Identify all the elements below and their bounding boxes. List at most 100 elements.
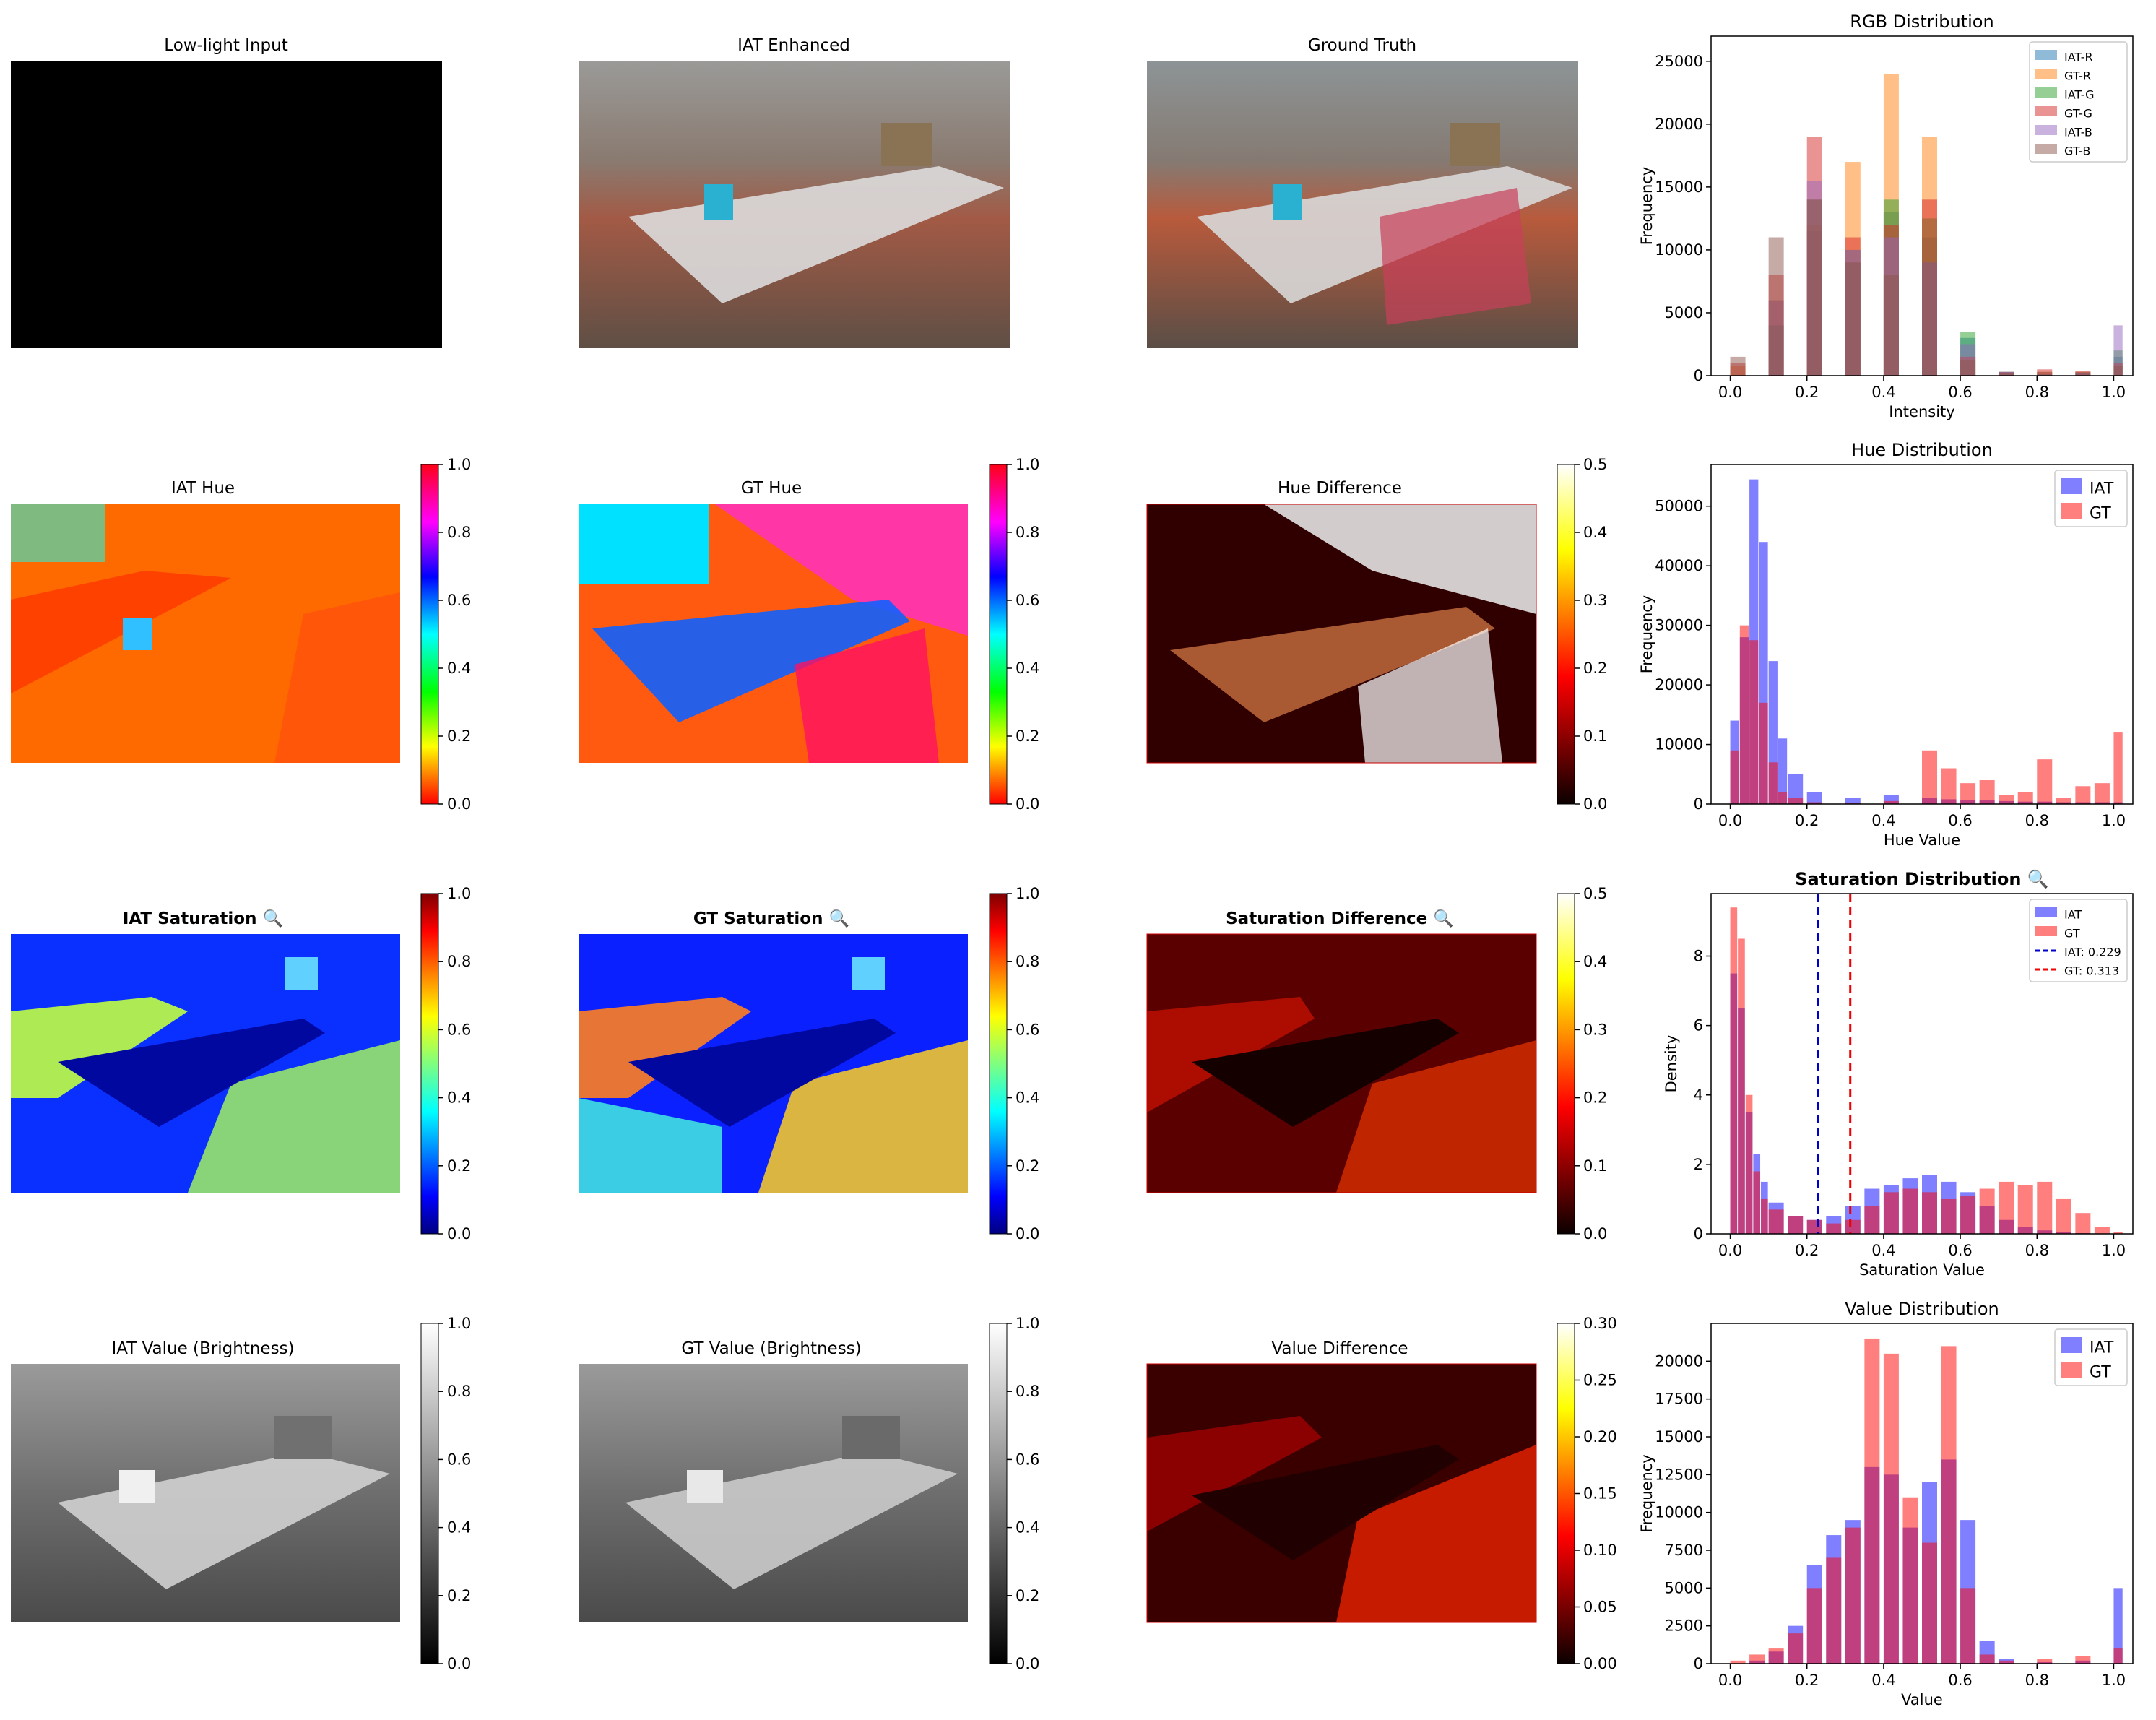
- legend-swatch: [2035, 106, 2057, 116]
- histogram-bar: [1768, 762, 1778, 804]
- colorbar-tick-label: 0.0: [1016, 1655, 1039, 1672]
- sat-diff-colorbar: [1557, 893, 1575, 1235]
- legend-swatch: [2061, 1337, 2082, 1353]
- plot-frame: [1710, 1323, 2134, 1664]
- histogram-bar: [2113, 1648, 2123, 1664]
- histogram-bar: [1739, 625, 1749, 804]
- legend-label: IAT: [2090, 480, 2114, 498]
- colorbar-tick-label: 0.1: [1583, 727, 1607, 745]
- colorbar-tick-label: 0.4: [1016, 1089, 1039, 1107]
- colorbar-tick-label: 0.6: [447, 1021, 471, 1038]
- colorbar-tick-label: 0.8: [1016, 1383, 1039, 1400]
- histogram-bar: [1761, 1198, 1768, 1234]
- legend-swatch: [2035, 87, 2057, 98]
- histogram-bar: [1845, 262, 1861, 376]
- colorbar-tick-label: 0.4: [447, 1089, 471, 1107]
- colorbar-tick-label: 0.5: [1583, 885, 1607, 902]
- histogram-bar: [1999, 1660, 2014, 1664]
- colorbar-tick-label: 0.8: [1016, 953, 1039, 970]
- histogram-bar: [1902, 1188, 1918, 1234]
- histogram-bar: [1788, 1633, 1804, 1664]
- colorbar-tick-label: 0.1: [1583, 1157, 1607, 1175]
- histogram-bar: [1960, 360, 1976, 376]
- y-tick-label: 5000: [1665, 1579, 1703, 1596]
- histogram-bar: [1759, 702, 1768, 804]
- gt-hue-image: [579, 504, 968, 763]
- sat-colorbar-1: [420, 893, 439, 1235]
- colorbar-tick-label: 0.0: [447, 1225, 471, 1243]
- histogram-bar: [1788, 774, 1804, 804]
- histogram-bar: [2056, 1198, 2071, 1234]
- colorbar-tick-label: 0.2: [1583, 660, 1607, 677]
- histogram-bar: [1778, 738, 1788, 804]
- histogram-bar: [1753, 1171, 1761, 1234]
- colorbar-tick-label: 1.0: [447, 885, 471, 902]
- plot-frame: [1710, 464, 2134, 805]
- histogram-bar: [1806, 792, 1822, 804]
- y-tick-label: 7500: [1665, 1542, 1703, 1559]
- legend-swatch: [2035, 50, 2057, 60]
- histogram-bar: [1922, 750, 1937, 804]
- colorbar-tick-label: 0.2: [447, 1587, 471, 1604]
- histogram-bar: [1778, 792, 1788, 804]
- y-tick-label: 2500: [1665, 1617, 1703, 1635]
- colorbar-tick-label: 0.6: [447, 1451, 471, 1468]
- x-tick-label: 0.6: [1948, 1242, 1972, 1259]
- y-tick-label: 8: [1694, 948, 1703, 965]
- sat-colorbar-2: [989, 893, 1008, 1235]
- histogram-bar: [1883, 1192, 1899, 1234]
- iat-hue-title: IAT Hue: [171, 479, 235, 498]
- iat-value-image: [11, 1364, 400, 1622]
- colorbar-tick-label: 0.8: [447, 524, 471, 541]
- colorbar-tick-label: 0.0: [447, 795, 471, 813]
- y-tick-label: 2: [1694, 1156, 1703, 1173]
- y-axis-label: Frequency: [1638, 167, 1655, 246]
- histogram-bar: [1806, 1588, 1822, 1664]
- colorbar-tick-label: 0.0: [1016, 1225, 1039, 1243]
- y-tick-label: 12500: [1655, 1466, 1703, 1483]
- histogram-bar: [1806, 802, 1822, 804]
- histogram-bar: [1979, 1188, 1995, 1234]
- x-tick-label: 0.8: [2025, 812, 2049, 829]
- histogram-bar: [2113, 1588, 2123, 1664]
- y-tick-label: 17500: [1655, 1391, 1703, 1408]
- colorbar-tick-label: 0.2: [1016, 727, 1039, 745]
- x-tick-label: 0.6: [1948, 384, 1972, 401]
- legend-swatch: [2035, 144, 2057, 154]
- input-image: [11, 61, 442, 348]
- colorbar-tick-label: 0.0: [1583, 1225, 1607, 1243]
- iat-hue-image: [11, 504, 400, 763]
- histogram-bar: [2056, 798, 2071, 804]
- colorbar-ticks: 0.00.20.40.60.81.00.00.20.40.60.81.00.00…: [438, 456, 1617, 1672]
- histogram-bar: [1864, 1338, 1880, 1664]
- histogram-bar: [2075, 371, 2091, 376]
- histogram-bar: [1788, 1216, 1804, 1234]
- colorbar-tick-label: 0.0: [1583, 795, 1607, 813]
- colorbar-tick-label: 0.00: [1583, 1655, 1617, 1672]
- histogram-bar: [2075, 786, 2091, 804]
- x-tick-label: 0.8: [2025, 1242, 2049, 1259]
- histogram-bar: [1845, 1527, 1861, 1664]
- ground-truth-image: [1147, 61, 1578, 348]
- x-axis-label: Value: [1901, 1691, 1943, 1708]
- legend-swatch: [2035, 907, 2057, 917]
- legend-label: GT-B: [2064, 144, 2090, 158]
- y-tick-label: 50000: [1655, 498, 1703, 515]
- histogram-bar: [1749, 1654, 1765, 1664]
- y-tick-label: 20000: [1655, 116, 1703, 133]
- value-distribution-chart: 0.0 0.2 0.4 0.6 0.8 1.0 0 2500 5000 7500 10000 1250…: [1638, 1299, 2134, 1708]
- y-tick-label: 10000: [1655, 736, 1703, 753]
- histogram-bar: [2094, 783, 2110, 804]
- colorbar-tick-label: 0.30: [1583, 1315, 1617, 1332]
- y-tick-label: 0: [1694, 1225, 1703, 1243]
- histogram-bar: [2094, 1227, 2110, 1234]
- histogram-bar: [1941, 1346, 1957, 1664]
- histogram-bar: [1749, 640, 1759, 804]
- iat-value-title: IAT Value (Brightness): [111, 1339, 294, 1358]
- legend-swatch: [2061, 478, 2082, 494]
- histogram-bar: [1768, 1209, 1784, 1234]
- legend-label: GT-R: [2064, 69, 2091, 83]
- colorbar-tick-label: 0.6: [447, 592, 471, 609]
- histogram-bar: [1960, 1196, 1976, 1234]
- colorbar-tick-label: 0.0: [1016, 795, 1039, 813]
